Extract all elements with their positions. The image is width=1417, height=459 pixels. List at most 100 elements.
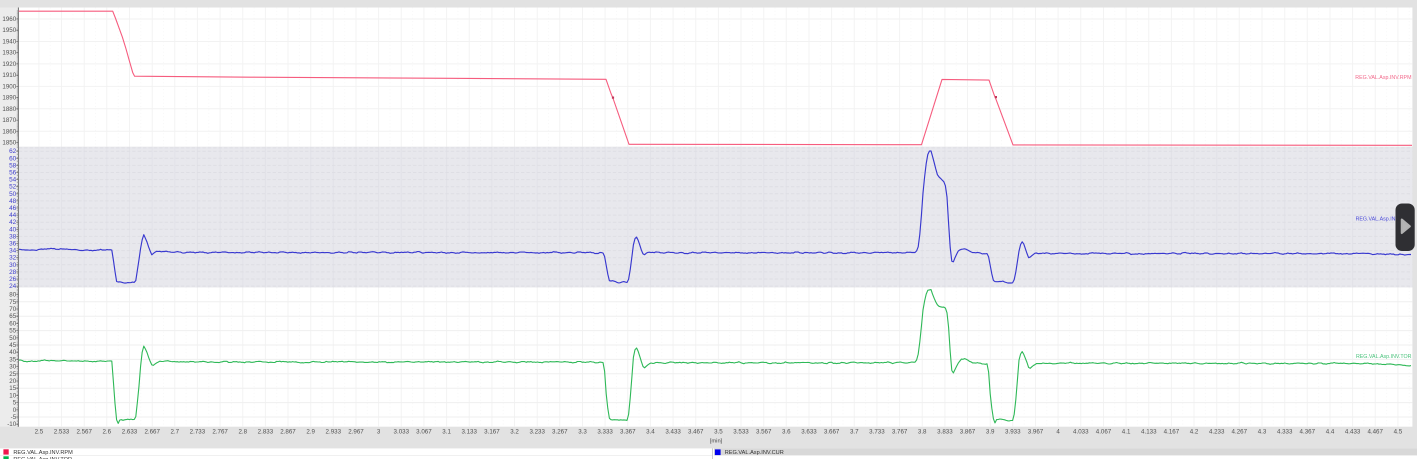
svg-text:3.6: 3.6: [782, 429, 791, 436]
svg-text:3.8: 3.8: [918, 429, 927, 436]
svg-text:2.833: 2.833: [258, 429, 274, 436]
svg-text:40: 40: [9, 226, 17, 233]
svg-text:4.367: 4.367: [1300, 429, 1316, 436]
svg-text:4.133: 4.133: [1141, 429, 1157, 436]
svg-text:55: 55: [9, 328, 16, 335]
svg-text:25: 25: [9, 371, 16, 378]
svg-text:32: 32: [9, 255, 17, 262]
svg-text:1910: 1910: [2, 72, 16, 79]
svg-text:2.567: 2.567: [76, 429, 92, 436]
svg-text:2.7: 2.7: [170, 429, 179, 436]
svg-text:2.9: 2.9: [306, 429, 315, 436]
svg-text:4.033: 4.033: [1073, 429, 1089, 436]
svg-text:0: 0: [13, 407, 17, 414]
svg-text:REG.VAL.Asp.INV.RPM: REG.VAL.Asp.INV.RPM: [1355, 75, 1411, 81]
svg-text:2.767: 2.767: [212, 429, 228, 436]
svg-text:50: 50: [9, 335, 16, 342]
svg-text:3.367: 3.367: [620, 429, 636, 436]
svg-text:54: 54: [9, 177, 17, 184]
svg-text:3.467: 3.467: [688, 429, 704, 436]
svg-text:3.5: 3.5: [714, 429, 723, 436]
svg-text:3.767: 3.767: [892, 429, 908, 436]
svg-text:1880: 1880: [2, 106, 16, 113]
svg-text:3.1: 3.1: [442, 429, 451, 436]
svg-text:3.667: 3.667: [824, 429, 840, 436]
svg-text:3.267: 3.267: [552, 429, 568, 436]
svg-text:4.5: 4.5: [1394, 429, 1403, 436]
svg-text:24: 24: [9, 283, 17, 290]
svg-text:5: 5: [13, 400, 17, 407]
svg-text:35: 35: [9, 356, 16, 363]
svg-text:3.067: 3.067: [416, 429, 432, 436]
svg-text:4: 4: [1056, 429, 1060, 436]
svg-text:38: 38: [9, 233, 17, 240]
svg-text:1950: 1950: [2, 27, 16, 34]
svg-text:2.8: 2.8: [238, 429, 247, 436]
svg-text:4.167: 4.167: [1164, 429, 1180, 436]
svg-text:-10: -10: [7, 421, 17, 428]
svg-text:REG.VAL.Asp.INV.CUR: REG.VAL.Asp.INV.CUR: [725, 450, 784, 456]
svg-text:3.433: 3.433: [665, 429, 681, 436]
svg-text:4.4: 4.4: [1326, 429, 1335, 436]
svg-text:4.1: 4.1: [1122, 429, 1131, 436]
svg-text:2.967: 2.967: [348, 429, 364, 436]
svg-text:1940: 1940: [2, 39, 16, 46]
svg-text:4.3: 4.3: [1258, 429, 1267, 436]
svg-text:3.867: 3.867: [960, 429, 976, 436]
svg-text:2.5: 2.5: [35, 429, 44, 436]
svg-text:28: 28: [9, 269, 17, 276]
svg-text:3.9: 3.9: [986, 429, 995, 436]
svg-text:45: 45: [9, 342, 16, 349]
svg-text:REG.VAL.Asp.INV.RPM: REG.VAL.Asp.INV.RPM: [13, 450, 73, 456]
svg-text:60: 60: [9, 320, 16, 327]
svg-text:20: 20: [9, 378, 16, 385]
svg-text:1920: 1920: [2, 61, 16, 68]
svg-text:2.733: 2.733: [190, 429, 206, 436]
svg-text:50: 50: [9, 191, 17, 198]
svg-text:REG.VAL.Asp.INV.TOR: REG.VAL.Asp.INV.TOR: [13, 457, 72, 459]
svg-text:3.167: 3.167: [484, 429, 500, 436]
svg-text:4.267: 4.267: [1232, 429, 1248, 436]
svg-text:-5: -5: [11, 414, 17, 421]
svg-text:80: 80: [9, 292, 16, 299]
svg-text:2.667: 2.667: [144, 429, 160, 436]
svg-text:REG.VAL.Asp.INV.CUR: REG.VAL.Asp.INV.CUR: [1356, 217, 1412, 223]
svg-text:1860: 1860: [2, 128, 16, 135]
svg-text:56: 56: [9, 170, 17, 177]
svg-text:REG.VAL.Asp.INV.TOR: REG.VAL.Asp.INV.TOR: [1356, 354, 1412, 360]
svg-text:1960: 1960: [2, 16, 16, 23]
svg-text:4.467: 4.467: [1367, 429, 1383, 436]
svg-text:42: 42: [9, 219, 17, 226]
svg-text:44: 44: [9, 212, 17, 219]
svg-text:2.6: 2.6: [102, 429, 111, 436]
svg-text:3.333: 3.333: [597, 429, 613, 436]
svg-text:2.867: 2.867: [280, 429, 296, 436]
svg-text:1850: 1850: [2, 140, 16, 147]
svg-text:1900: 1900: [2, 83, 16, 90]
svg-text:52: 52: [9, 184, 17, 191]
svg-text:36: 36: [9, 241, 17, 248]
svg-text:3.7: 3.7: [850, 429, 859, 436]
svg-text:3.733: 3.733: [869, 429, 885, 436]
svg-text:4.433: 4.433: [1345, 429, 1361, 436]
svg-text:2.933: 2.933: [326, 429, 342, 436]
svg-text:1870: 1870: [2, 117, 16, 124]
svg-text:34: 34: [9, 248, 17, 255]
svg-text:1890: 1890: [2, 95, 16, 102]
svg-text:30: 30: [9, 262, 17, 269]
svg-text:60: 60: [9, 155, 17, 162]
svg-text:[min]: [min]: [710, 439, 723, 445]
svg-text:65: 65: [9, 313, 16, 320]
svg-text:4.233: 4.233: [1209, 429, 1225, 436]
svg-text:10: 10: [9, 392, 16, 399]
svg-text:62: 62: [9, 148, 17, 155]
svg-text:3.033: 3.033: [394, 429, 410, 436]
svg-text:3.833: 3.833: [937, 429, 953, 436]
svg-text:4.2: 4.2: [1190, 429, 1199, 436]
svg-text:4.067: 4.067: [1096, 429, 1112, 436]
svg-text:75: 75: [9, 299, 16, 306]
svg-text:3.567: 3.567: [756, 429, 772, 436]
svg-text:3.133: 3.133: [461, 429, 477, 436]
svg-text:3: 3: [377, 429, 381, 436]
svg-text:1930: 1930: [2, 50, 16, 57]
